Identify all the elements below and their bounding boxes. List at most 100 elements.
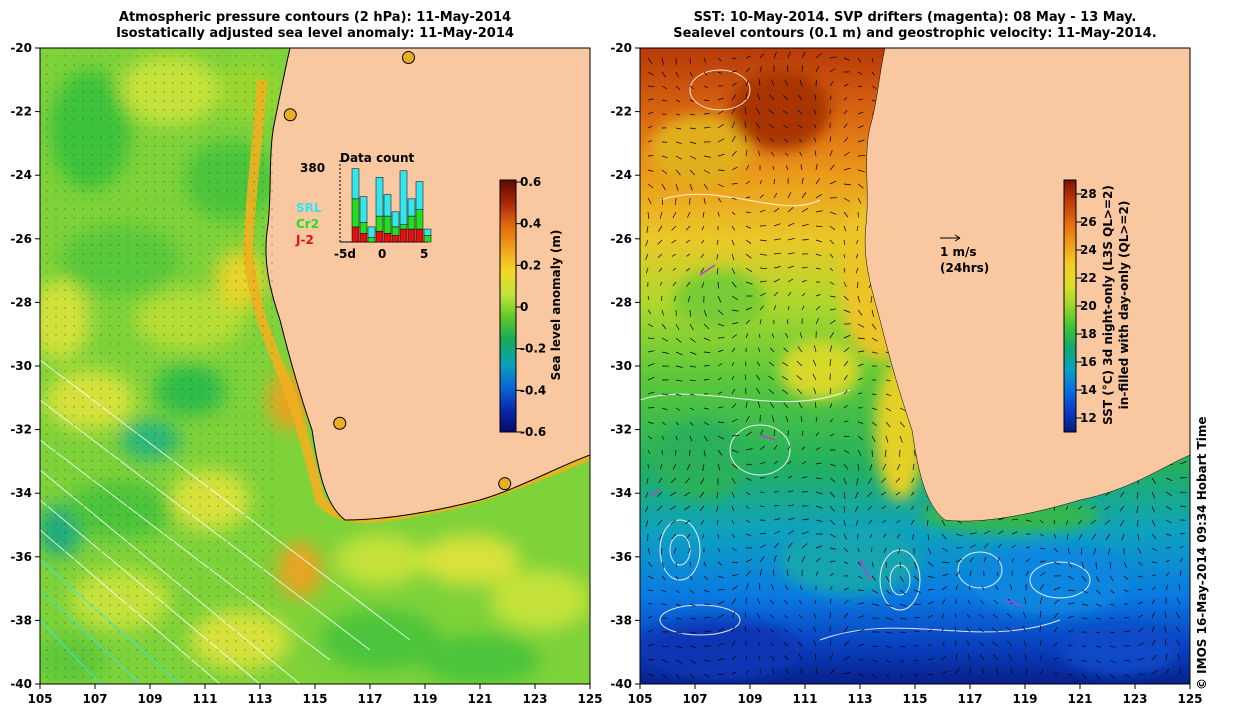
velocity-vector xyxy=(843,463,849,470)
velocity-vector xyxy=(955,667,960,675)
velocity-vector xyxy=(941,670,948,675)
velocity-vector xyxy=(829,533,836,538)
velocity-vector xyxy=(768,124,775,129)
velocity-vector xyxy=(1039,639,1042,647)
velocity-vector xyxy=(1179,491,1187,494)
velocity-vector xyxy=(787,319,789,325)
velocity-vector xyxy=(745,519,751,523)
velocity-vector xyxy=(759,305,764,311)
velocity-vector xyxy=(731,166,738,171)
velocity-vector xyxy=(815,477,823,480)
velocity-vector xyxy=(857,337,865,340)
velocity-vector xyxy=(1095,575,1100,583)
velocity-vector xyxy=(657,239,663,245)
velocity-vector xyxy=(787,265,795,269)
velocity-vector xyxy=(787,222,795,227)
velocity-vector xyxy=(829,519,836,526)
velocity-vector xyxy=(857,643,865,647)
velocity-vector xyxy=(645,519,649,527)
velocity-vector xyxy=(857,183,864,189)
velocity-vector xyxy=(717,435,725,440)
velocity-vector xyxy=(759,569,763,577)
velocity-vector xyxy=(661,337,669,342)
velocity-vector xyxy=(899,449,901,457)
velocity-vector xyxy=(671,533,677,540)
velocity-vector xyxy=(646,225,649,233)
velocity-vector xyxy=(885,603,893,608)
velocity-vector xyxy=(782,110,789,115)
velocity-vector xyxy=(689,449,691,457)
velocity-vector xyxy=(672,463,677,470)
velocity-vector xyxy=(702,211,705,218)
velocity-vector xyxy=(675,127,682,130)
inset-xtick-0: -5d xyxy=(334,247,356,261)
velocity-vector xyxy=(647,561,653,568)
velocity-vector xyxy=(773,223,781,227)
lon-tick-label: 107 xyxy=(682,692,707,706)
velocity-vector xyxy=(926,505,929,512)
velocity-vector xyxy=(801,266,808,269)
velocity-vector xyxy=(1165,668,1170,675)
velocity-vector xyxy=(645,505,649,513)
velocity-vector xyxy=(717,197,722,203)
velocity-vector xyxy=(675,323,680,331)
velocity-vector xyxy=(660,547,663,555)
velocity-vector xyxy=(647,140,653,143)
inset-bar-segment xyxy=(351,198,360,228)
lat-tick-label: -32 xyxy=(610,423,632,437)
velocity-vector xyxy=(717,295,722,303)
velocity-vector xyxy=(801,305,805,311)
legend-j2: J-2 xyxy=(295,233,314,247)
lon-tick-label: 109 xyxy=(137,692,162,706)
velocity-vector xyxy=(785,165,789,171)
velocity-vector xyxy=(871,645,879,648)
inset-bar-segment xyxy=(399,228,408,243)
velocity-vector xyxy=(731,625,736,633)
velocity-vector xyxy=(672,211,677,219)
velocity-vector xyxy=(857,575,863,579)
velocity-vector xyxy=(661,85,668,90)
velocity-vector xyxy=(910,519,915,525)
lon-tick-label: 109 xyxy=(737,692,762,706)
velocity-vector xyxy=(912,463,915,470)
velocity-vector xyxy=(967,653,971,661)
velocity-vector xyxy=(703,659,711,662)
velocity-vector xyxy=(731,253,735,261)
tide-gauge-marker xyxy=(498,477,512,491)
velocity-vector xyxy=(745,253,752,259)
velocity-vector xyxy=(755,122,761,129)
lon-tick-label: 119 xyxy=(412,692,437,706)
velocity-vector xyxy=(885,365,891,368)
australia-landmass-right xyxy=(845,48,1190,522)
velocity-vector xyxy=(731,94,737,101)
velocity-vector xyxy=(745,307,752,311)
velocity-vector xyxy=(815,225,823,228)
velocity-vector xyxy=(647,323,654,328)
velocity-vector xyxy=(701,239,705,244)
right-colorbar-gradient xyxy=(1063,179,1077,433)
velocity-vector xyxy=(843,267,846,273)
inset-bar-segment xyxy=(415,228,424,243)
velocity-vector xyxy=(854,505,859,513)
inset-bar-segment xyxy=(351,226,360,243)
velocity-vector xyxy=(784,629,789,633)
velocity-vector xyxy=(1093,547,1097,555)
velocity-vector xyxy=(815,194,823,199)
velocity-vector xyxy=(967,600,971,605)
velocity-vector xyxy=(716,253,719,260)
velocity-vector xyxy=(857,139,865,143)
velocity-vector xyxy=(1165,584,1169,591)
velocity-vector xyxy=(815,318,819,325)
velocity-vector xyxy=(745,533,752,537)
velocity-vector xyxy=(857,211,859,218)
velocity-vector xyxy=(782,362,789,367)
velocity-vector xyxy=(1165,505,1172,511)
velocity-vector xyxy=(969,556,974,563)
velocity-vector xyxy=(787,542,793,549)
velocity-vector xyxy=(843,225,847,232)
velocity-vector xyxy=(1081,575,1087,582)
velocity-vector xyxy=(815,462,822,465)
velocity-vector xyxy=(745,655,748,661)
lon-tick-label: 115 xyxy=(302,692,327,706)
